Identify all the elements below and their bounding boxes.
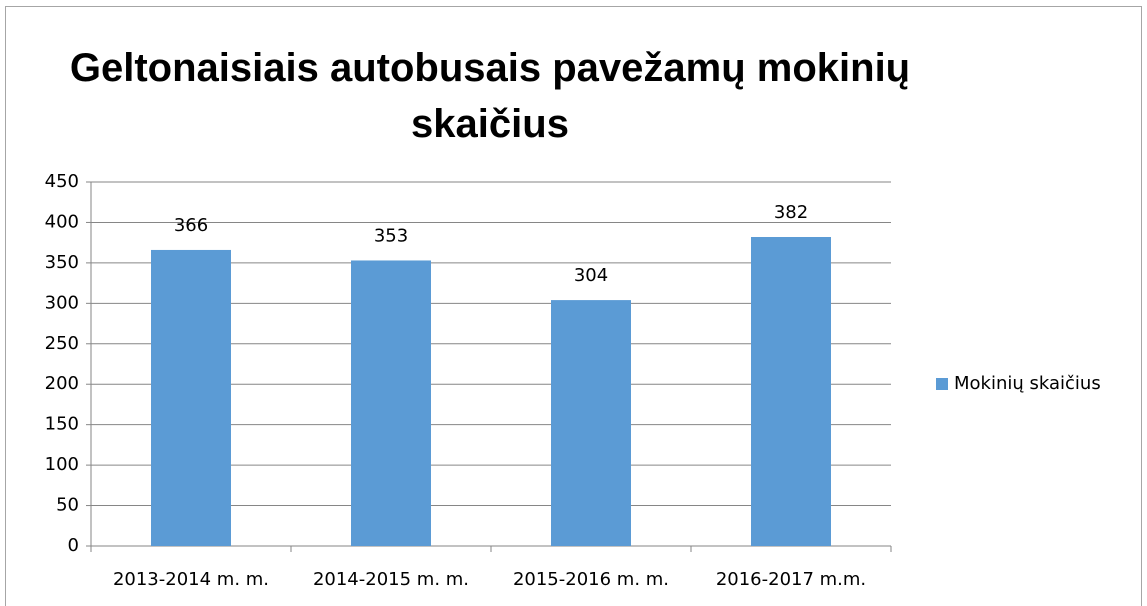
legend-label: Mokinių skaičius — [954, 373, 1101, 394]
x-tick-label: 2014-2015 m. m. — [313, 569, 469, 590]
y-tick-label: 450 — [45, 171, 79, 192]
y-tick-label: 50 — [56, 495, 79, 516]
y-tick-label: 0 — [68, 535, 79, 556]
y-tick-label: 400 — [45, 211, 79, 232]
y-tick-label: 250 — [45, 333, 79, 354]
y-tick-label: 300 — [45, 292, 79, 313]
bar — [351, 260, 431, 546]
bar — [151, 249, 231, 547]
data-label: 304 — [574, 265, 608, 286]
y-tick-label: 100 — [45, 454, 79, 475]
x-tick-label: 2016-2017 m.m. — [716, 569, 866, 590]
chart-title: Geltonaisiais autobusais pavežamų mokini… — [69, 46, 911, 146]
legend-swatch — [936, 378, 948, 390]
y-tick-label: 150 — [45, 414, 79, 435]
chart-border — [5, 6, 1142, 606]
bar — [751, 237, 831, 546]
x-tick-label: 2013-2014 m. m. — [113, 569, 269, 590]
x-tick-label: 2015-2016 m. m. — [513, 569, 669, 590]
y-tick-label: 350 — [45, 252, 79, 273]
data-label: 382 — [774, 202, 808, 223]
bar — [551, 300, 631, 546]
data-label: 366 — [174, 215, 208, 236]
data-label: 353 — [374, 225, 408, 246]
y-tick-label: 200 — [45, 373, 79, 394]
